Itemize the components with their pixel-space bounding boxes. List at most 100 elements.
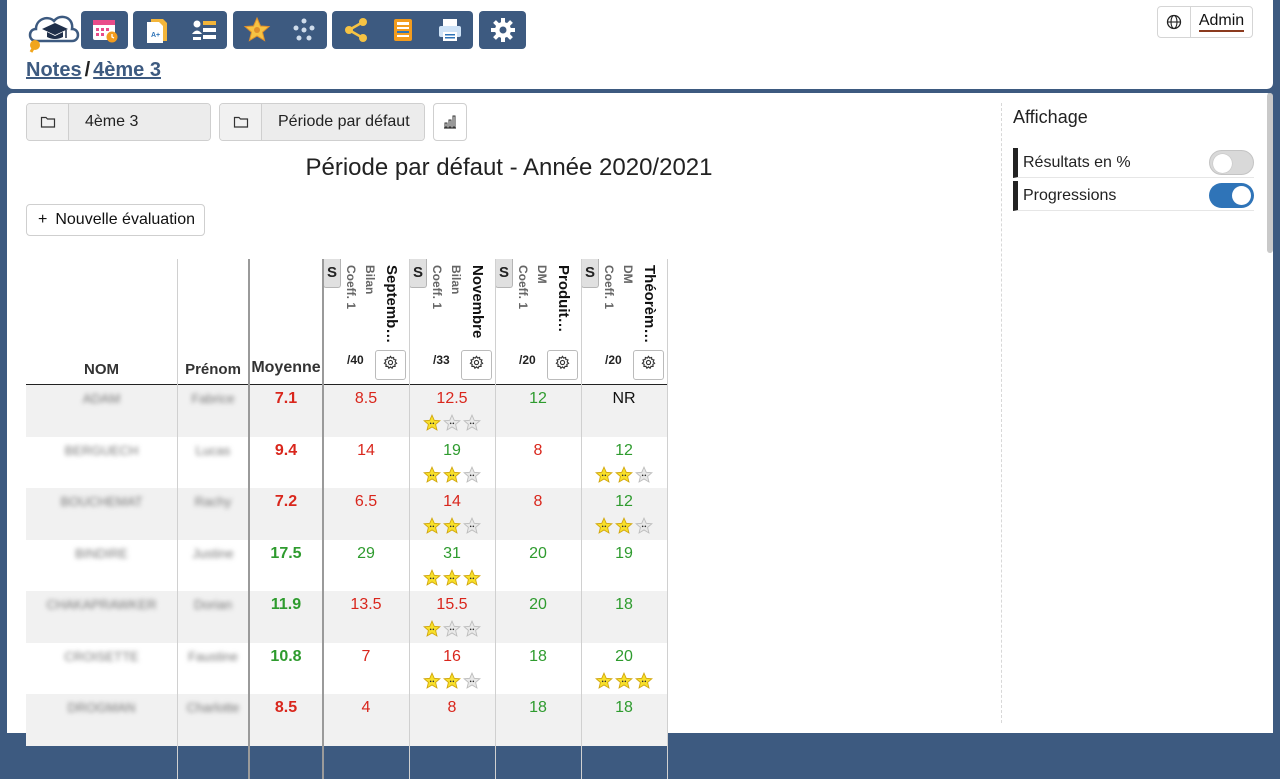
grade-cell[interactable]: NR [581, 385, 667, 437]
student-last-name[interactable]: ADAM [82, 391, 121, 406]
student-first-name[interactable]: Charlotte [186, 700, 240, 715]
evaluation-max: /20 [519, 353, 536, 367]
evaluation-badge[interactable]: S [581, 259, 599, 288]
student-average: 7.2 [274, 493, 298, 510]
table-row: BINDIRE Justine 17.5 29 31 20 19 [26, 540, 668, 592]
evaluation-title[interactable]: Novembre [469, 265, 486, 339]
star-filled-icon [443, 517, 461, 534]
toolbar-group-settings [479, 11, 526, 49]
grade-cell[interactable]: 8.5 [323, 385, 409, 437]
grade-cell[interactable]: 12.5 [409, 385, 495, 437]
calendar-clock-icon [92, 20, 117, 43]
option-progressions: Progressions [1013, 181, 1254, 211]
breadcrumb-notes-link[interactable]: Notes [26, 59, 82, 81]
user-account-button[interactable]: Admin [1191, 7, 1252, 37]
header-nom[interactable]: NOM [84, 361, 119, 378]
plus-icon: + [38, 211, 48, 228]
grade-value: 15.5 [436, 596, 468, 613]
app-logo-icon[interactable] [26, 7, 82, 53]
statistics-button[interactable] [433, 103, 467, 141]
star-button[interactable] [233, 11, 280, 49]
star-filled-icon [615, 517, 633, 534]
grade-cell[interactable]: 14 [323, 437, 409, 489]
student-last-name[interactable]: CROISETTE [64, 648, 139, 664]
evaluation-badge[interactable]: S [409, 259, 427, 288]
evaluation-badge[interactable]: S [323, 259, 341, 288]
new-evaluation-button[interactable]: + Nouvelle évaluation [26, 204, 205, 236]
printer-icon [438, 19, 461, 41]
grade-cell[interactable]: 14 [409, 488, 495, 540]
grade-cell[interactable]: 31 [409, 540, 495, 592]
evaluation-title[interactable]: Produit… [555, 265, 572, 333]
grade-cell[interactable]: 7 [323, 643, 409, 695]
gear-icon [641, 355, 656, 375]
grade-cell[interactable]: 18 [581, 591, 667, 643]
grade-cell[interactable]: 18 [581, 694, 667, 746]
breadcrumb-class-link[interactable]: 4ème 3 [93, 59, 161, 81]
evaluation-settings-button[interactable] [633, 350, 664, 380]
student-first-name[interactable]: Justine [192, 545, 234, 561]
grade-cell[interactable]: 19 [409, 437, 495, 489]
evaluation-badge[interactable]: S [495, 259, 513, 288]
period-title: Période par défaut - Année 2020/2021 [305, 154, 713, 181]
grade-cell[interactable]: 12 [581, 437, 667, 489]
student-first-name[interactable]: Rachy [194, 494, 232, 509]
share-button[interactable] [332, 11, 379, 49]
evaluation-settings-button[interactable] [461, 350, 492, 380]
grade-cell[interactable]: 20 [581, 643, 667, 695]
grade-cell[interactable]: 12 [495, 385, 581, 437]
book-button[interactable] [379, 11, 426, 49]
grade-cell[interactable]: 18 [495, 694, 581, 746]
student-last-name[interactable]: DROGMAN [67, 700, 136, 715]
grade-cell[interactable]: 6.5 [323, 488, 409, 540]
evaluation-title[interactable]: Théorèm… [641, 265, 658, 344]
grade-cell[interactable]: 20 [495, 591, 581, 643]
student-first-name[interactable]: Dorian [193, 597, 233, 612]
document-button[interactable]: A+ [133, 11, 180, 49]
grade-cell[interactable]: 15.5 [409, 591, 495, 643]
student-first-name[interactable]: Lucas [195, 442, 231, 458]
grade-cell[interactable]: 19 [581, 540, 667, 592]
printer-button[interactable] [426, 11, 473, 49]
star-filled-icon [635, 671, 653, 689]
language-button[interactable] [1158, 7, 1191, 37]
grade-value: 8.5 [354, 390, 378, 407]
settings-button[interactable] [479, 11, 526, 49]
header-prenom[interactable]: Prénom [185, 361, 241, 378]
grade-cell[interactable]: 12 [581, 488, 667, 540]
progressions-toggle[interactable] [1209, 183, 1254, 208]
class-selector[interactable]: 4ème 3 [26, 103, 211, 141]
star-filled-icon [423, 671, 441, 689]
toolbar-group-skills [233, 11, 327, 49]
evaluation-settings-button[interactable] [375, 350, 406, 380]
document-icon: A+ [146, 19, 167, 43]
evaluation-settings-button[interactable] [547, 350, 578, 380]
grade-value: 16 [443, 647, 461, 665]
star-filled-icon [423, 414, 441, 431]
period-selector[interactable]: Période par défaut [219, 103, 425, 141]
student-first-name[interactable]: Fabrice [191, 391, 235, 406]
grade-cell[interactable]: 13.5 [323, 591, 409, 643]
student-first-name[interactable]: Faustine [188, 648, 238, 664]
grade-cell[interactable]: 20 [495, 540, 581, 592]
header-moyenne[interactable]: Moyenne [251, 359, 321, 376]
calendar-clock-button[interactable] [81, 11, 128, 49]
student-last-name[interactable]: BOUCHEMAT [60, 494, 143, 509]
evaluation-title[interactable]: Septemb… [383, 265, 400, 344]
student-last-name[interactable]: BERGUECH [64, 442, 139, 458]
grade-cell[interactable]: 8 [495, 488, 581, 540]
student-last-name[interactable]: CHAKAPRAWKER [46, 597, 157, 612]
grade-cell[interactable]: 8 [409, 694, 495, 746]
table-row: BERGUECH Lucas 9.4 14 19 8 12 [26, 437, 668, 489]
grade-cell[interactable]: 8 [495, 437, 581, 489]
grade-cell[interactable]: 4 [323, 694, 409, 746]
list-button[interactable] [180, 11, 227, 49]
people-button[interactable] [280, 11, 327, 49]
page-scrollbar[interactable] [1267, 93, 1273, 253]
student-last-name[interactable]: BINDIRE [75, 545, 128, 561]
grade-cell[interactable]: 29 [323, 540, 409, 592]
grade-cell[interactable]: 16 [409, 643, 495, 695]
percent-results-toggle[interactable] [1209, 150, 1254, 175]
star-filled-icon [423, 517, 441, 534]
grade-cell[interactable]: 18 [495, 643, 581, 695]
